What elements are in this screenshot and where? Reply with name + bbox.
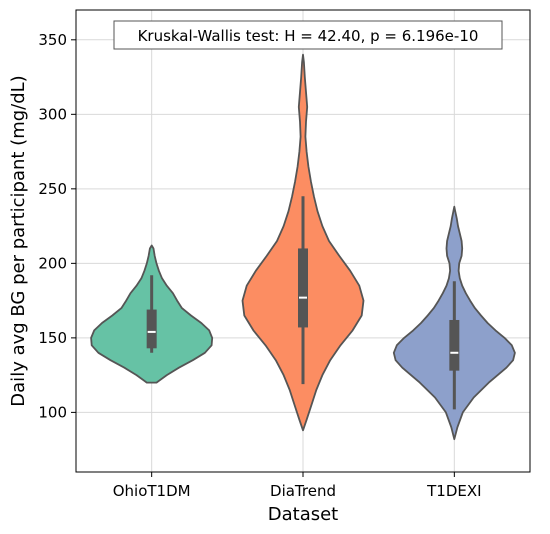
y-tick-label: 350	[38, 31, 67, 49]
iqr-box	[146, 309, 157, 349]
x-axis-label: Dataset	[268, 504, 339, 525]
y-axis-label: Daily avg BG per participant (mg/dL)	[8, 75, 29, 406]
y-tick-label: 150	[38, 329, 67, 347]
kruskal-wallis-annotation: Kruskal-Wallis test: H = 42.40, p = 6.19…	[138, 27, 479, 45]
x-axis-ticks: OhioT1DM DiaTrend T1DEXI	[113, 472, 482, 500]
x-tick-label: T1DEXI	[426, 482, 481, 500]
iqr-box	[298, 248, 308, 328]
y-tick-label: 300	[38, 105, 67, 123]
annotation-box: Kruskal-Wallis test: H = 42.40, p = 6.19…	[113, 20, 503, 50]
y-axis-ticks: 100 150 200 250 300 350	[38, 31, 76, 421]
y-tick-label: 250	[38, 180, 67, 198]
x-tick-label: OhioT1DM	[113, 482, 191, 500]
box-markers	[146, 196, 460, 410]
y-tick-label: 100	[38, 403, 67, 421]
iqr-box	[449, 319, 460, 371]
y-tick-label: 200	[38, 254, 67, 272]
x-tick-label: DiaTrend	[270, 482, 336, 500]
